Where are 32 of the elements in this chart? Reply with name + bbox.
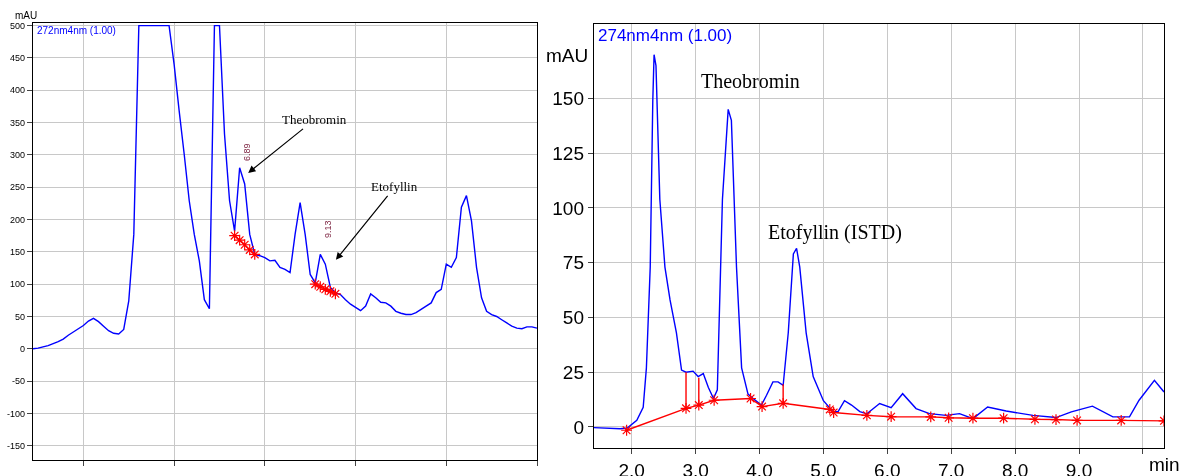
- y-axis-title: mAU: [546, 45, 589, 66]
- y-tick-label: 125: [552, 142, 584, 164]
- x-axis-title: min: [1149, 454, 1180, 475]
- y-tick-label: 50: [14, 311, 25, 322]
- y-tick-label: 0: [19, 343, 25, 354]
- y-tick-label: 500: [9, 20, 25, 31]
- y-axis-title: mAU: [15, 10, 38, 21]
- y-tick-label: 100: [552, 197, 584, 219]
- y-tick-label: 200: [9, 214, 25, 225]
- y-tick-label: 0: [573, 416, 584, 438]
- y-tick-label: 25: [562, 361, 584, 383]
- y-tick-label: 150: [9, 246, 25, 257]
- y-tick-label: 350: [9, 117, 25, 128]
- y-tick-label: 450: [9, 53, 25, 64]
- annotation: 6.89: [242, 143, 253, 162]
- annotation: Etofyllin (ISTD): [768, 221, 902, 244]
- y-tick-label: 75: [562, 252, 584, 274]
- y-tick-label: -50: [11, 376, 25, 387]
- y-tick-label: -150: [6, 440, 25, 451]
- y-tick-label: 300: [9, 150, 25, 161]
- series-label: 274nm4nm (1.00): [598, 26, 733, 45]
- y-tick-label: 100: [9, 279, 25, 290]
- annotation: Etofyllin: [371, 179, 418, 194]
- text: 272nm4nm (1.00): [37, 25, 116, 36]
- y-tick-label: 50: [562, 307, 584, 329]
- annotation: 9.13: [322, 220, 333, 239]
- y-tick-label: 150: [552, 88, 584, 110]
- y-tick-label: 250: [9, 182, 25, 193]
- annotation: Theobromin: [701, 70, 800, 92]
- annotation: Theobromin: [282, 112, 347, 127]
- y-tick-label: 400: [9, 85, 25, 96]
- y-tick-label: -100: [6, 408, 25, 419]
